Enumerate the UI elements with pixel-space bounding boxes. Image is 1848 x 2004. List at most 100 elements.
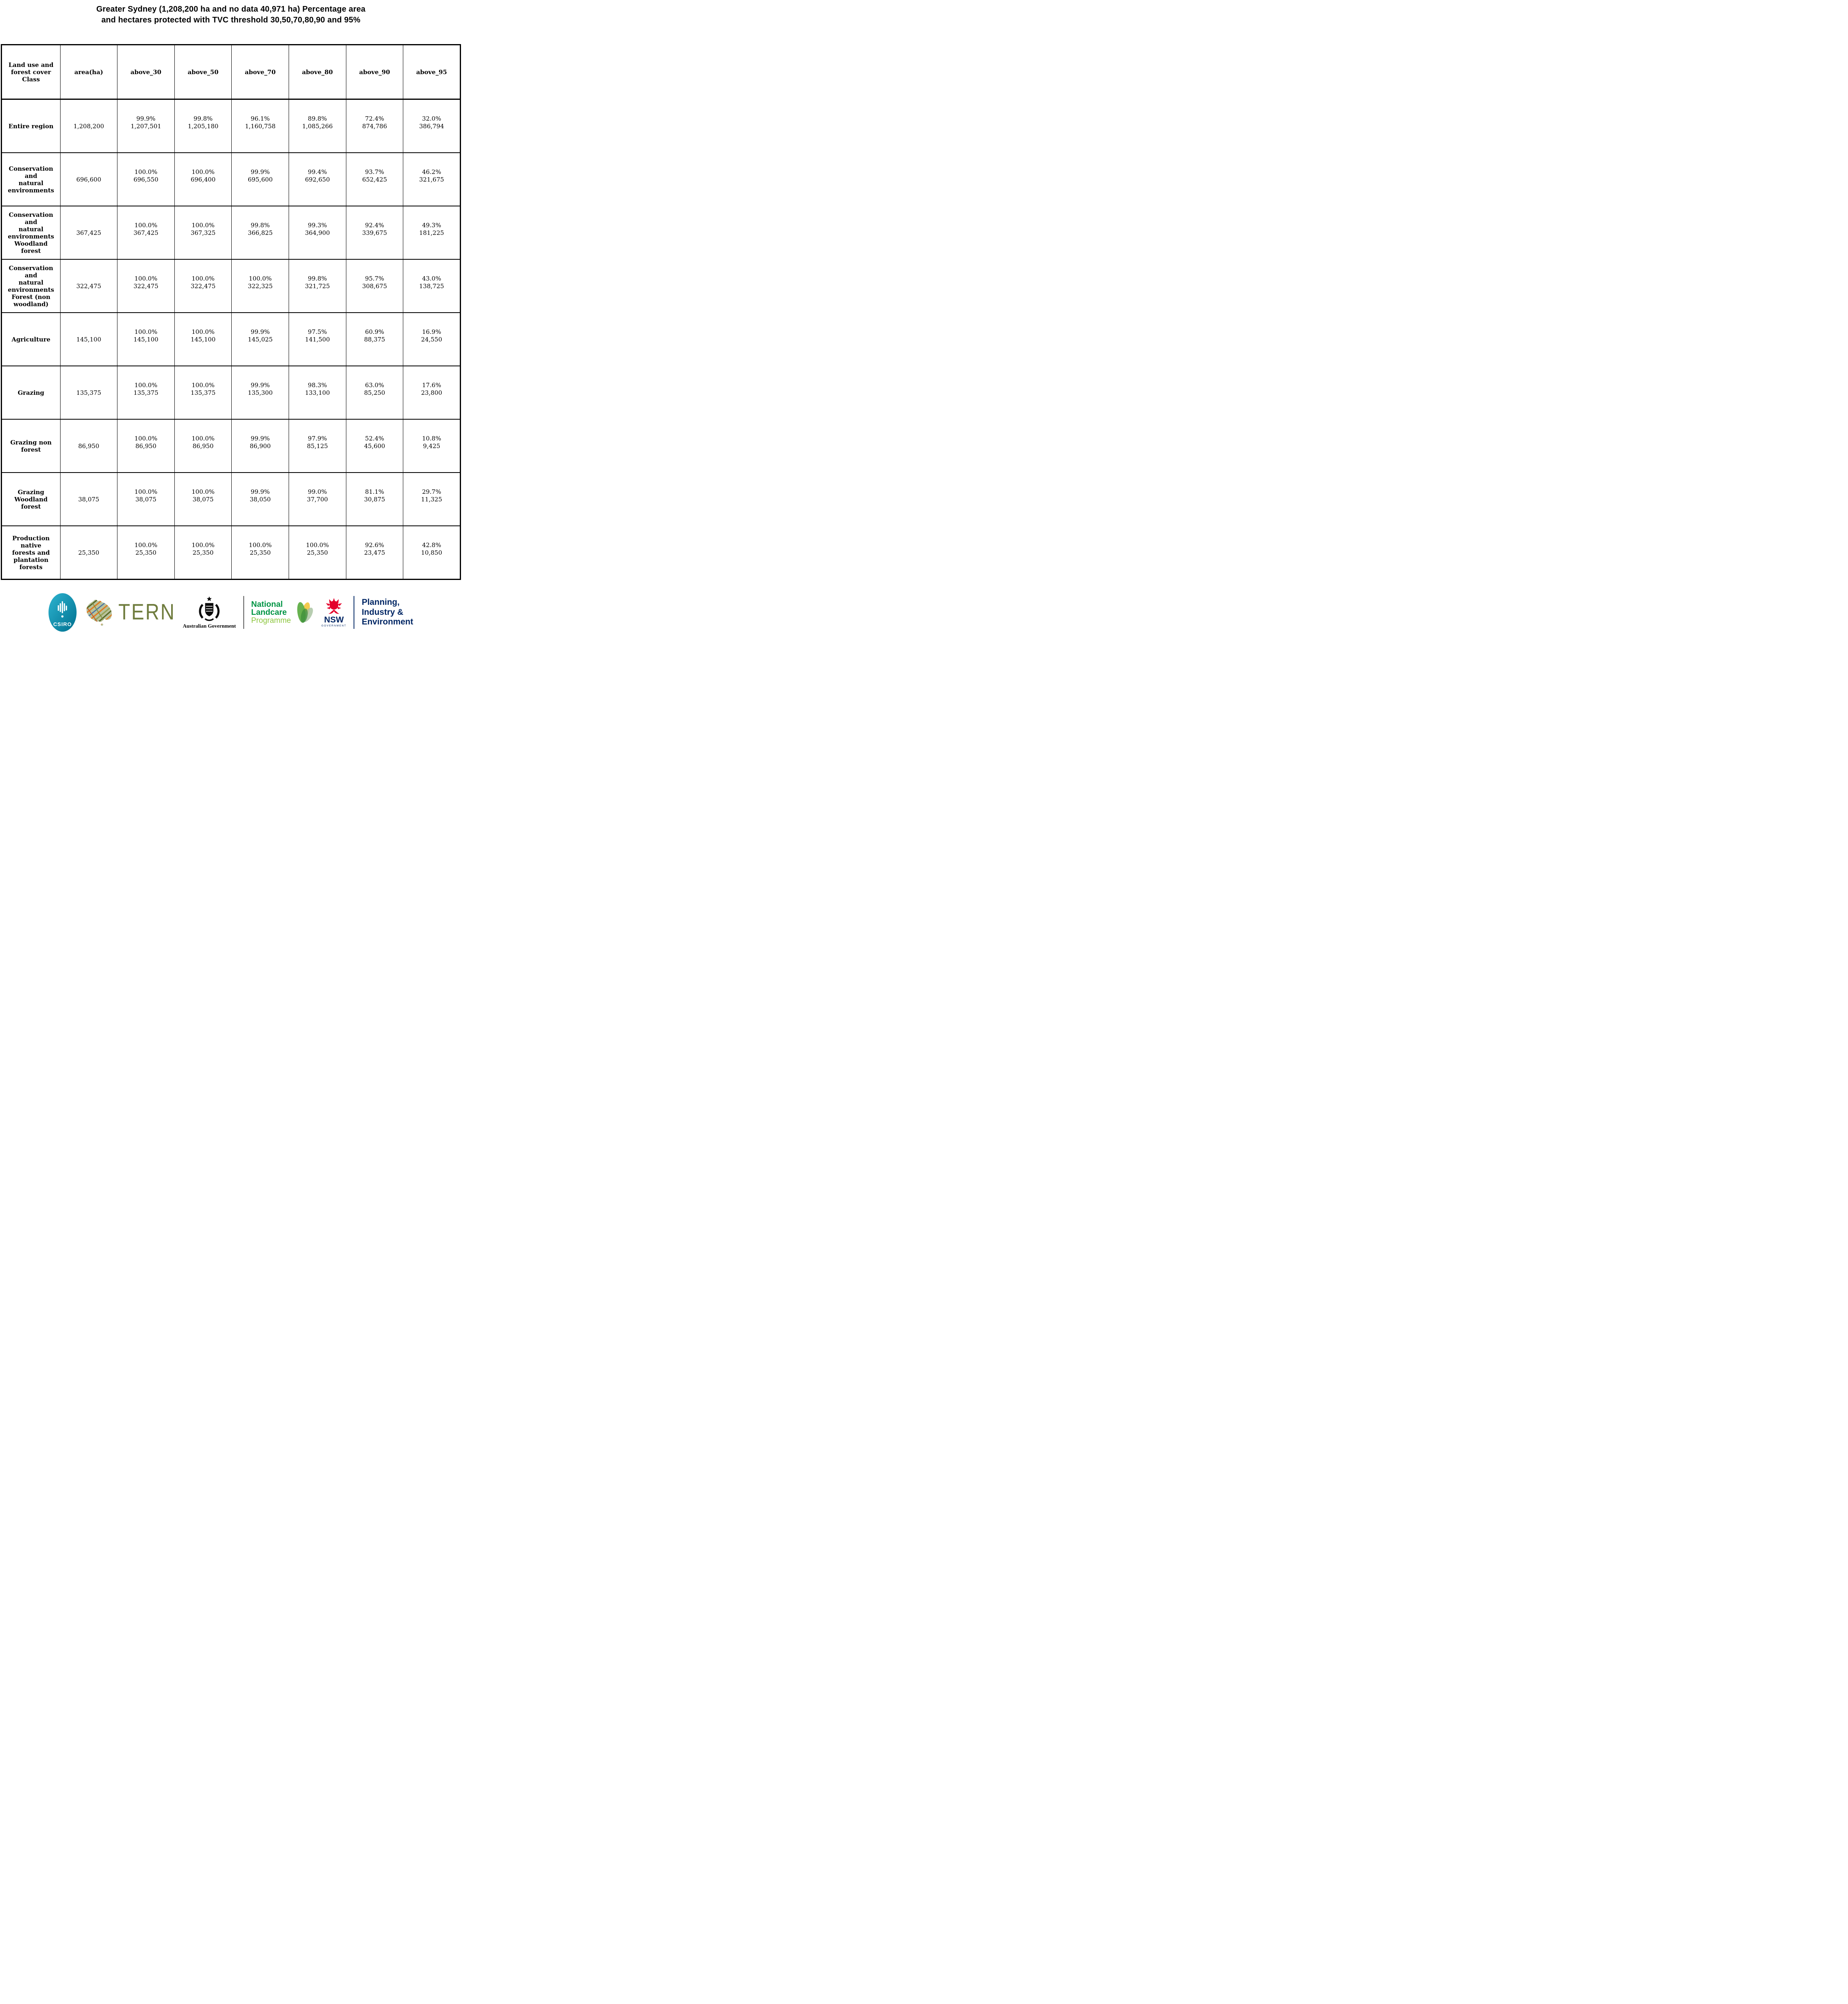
land-use-tvc-table: Land use and forest cover Class area(ha)…	[1, 44, 461, 580]
area-cell: 25,350	[60, 525, 117, 580]
above-90-cell: 93.7% 652,425	[346, 152, 403, 206]
col-header-above-70: above_70	[231, 44, 289, 100]
col-header-class: Land use and forest cover Class	[1, 44, 61, 100]
above-70-cell: 96.1% 1,160,758	[231, 99, 289, 153]
above-70-cell: 99.9% 145,025	[231, 312, 289, 366]
col-header-above-95: above_95	[403, 44, 461, 100]
row-label-cell: Grazing Woodland forest	[1, 472, 61, 526]
above-90-cell: 60.9% 88,375	[346, 312, 403, 366]
above-70-cell: 99.9% 38,050	[231, 472, 289, 526]
above-30-cell: 100.0% 135,375	[117, 366, 175, 419]
row-label-cell: Conservation and natural environments Fo…	[1, 259, 61, 313]
above-95-cell: 46.2% 321,675	[403, 152, 461, 206]
above-95-cell: 32.0% 386,794	[403, 99, 461, 153]
table-header-row: Land use and forest cover Class area(ha)…	[1, 44, 461, 100]
table-row: Grazing non forest 86,950 100.0% 86,950 1…	[1, 419, 461, 473]
nsw-government-logo: NSW GOVERNMENT	[321, 598, 347, 628]
above-80-cell: 98.3% 133,100	[289, 366, 346, 419]
title-line-1: Greater Sydney (1,208,200 ha and no data…	[96, 5, 366, 14]
above-30-cell: 99.9% 1,207,501	[117, 99, 175, 153]
planning-line-3: Environment	[362, 617, 413, 627]
above-90-cell: 95.7% 308,675	[346, 259, 403, 313]
above-80-cell: 99.0% 37,700	[289, 472, 346, 526]
landcare-line-programme: Programme	[251, 616, 291, 625]
row-label-cell: Grazing non forest	[1, 419, 61, 473]
area-cell: 135,375	[60, 366, 117, 419]
col-header-area: area(ha)	[60, 44, 117, 100]
csiro-emblem-icon: CSIRO	[49, 593, 77, 632]
above-80-cell: 89.8% 1,085,266	[289, 99, 346, 153]
table-row: Conservation and natural environments 69…	[1, 152, 461, 206]
table-row: Agriculture 145,100 100.0% 145,100 100.0%…	[1, 312, 461, 366]
above-95-cell: 42.8% 10,850	[403, 525, 461, 580]
above-30-cell: 100.0% 367,425	[117, 206, 175, 259]
australian-government-label: Australian Government	[182, 623, 236, 629]
above-80-cell: 99.4% 692,650	[289, 152, 346, 206]
col-header-above-50: above_50	[174, 44, 232, 100]
above-90-cell: 63.0% 85,250	[346, 366, 403, 419]
above-30-cell: 100.0% 25,350	[117, 525, 175, 580]
nsw-label: NSW	[324, 615, 344, 624]
area-cell: 1,208,200	[60, 99, 117, 153]
table-body: Entire region 1,208,200 99.9% 1,207,501 9…	[1, 99, 461, 580]
national-landcare-logo: National Landcare Programme	[251, 600, 314, 625]
above-95-cell: 43.0% 138,725	[403, 259, 461, 313]
row-label-cell: Conservation and natural environments Wo…	[1, 206, 61, 259]
above-80-cell: 99.3% 364,900	[289, 206, 346, 259]
area-cell: 86,950	[60, 419, 117, 473]
above-90-cell: 81.1% 30,875	[346, 472, 403, 526]
col-header-above-90: above_90	[346, 44, 403, 100]
above-70-cell: 99.9% 86,900	[231, 419, 289, 473]
footer-logo-strip: CSIRO TERN	[0, 587, 462, 638]
above-70-cell: 99.8% 366,825	[231, 206, 289, 259]
above-70-cell: 99.9% 695,600	[231, 152, 289, 206]
row-label-cell: Conservation and natural environments	[1, 152, 61, 206]
above-80-cell: 99.8% 321,725	[289, 259, 346, 313]
above-50-cell: 99.8% 1,205,180	[174, 99, 232, 153]
tern-wordmark: TERN	[118, 600, 176, 624]
australian-government-logo: Australian Government	[183, 596, 236, 629]
above-30-cell: 100.0% 322,475	[117, 259, 175, 313]
area-cell: 38,075	[60, 472, 117, 526]
above-50-cell: 100.0% 135,375	[174, 366, 232, 419]
table-row: Entire region 1,208,200 99.9% 1,207,501 9…	[1, 99, 461, 153]
above-50-cell: 100.0% 696,400	[174, 152, 232, 206]
above-80-cell: 97.9% 85,125	[289, 419, 346, 473]
above-80-cell: 97.5% 141,500	[289, 312, 346, 366]
title-line-2: and hectares protected with TVC threshol…	[101, 16, 361, 24]
table-row: Grazing 135,375 100.0% 135,375 100.0% 135,…	[1, 366, 461, 419]
above-70-cell: 100.0% 25,350	[231, 525, 289, 580]
row-label-cell: Production native forests and plantation…	[1, 525, 61, 580]
area-cell: 696,600	[60, 152, 117, 206]
footer-divider	[243, 596, 244, 629]
svg-text:CSIRO: CSIRO	[53, 621, 72, 627]
tern-australia-map-icon	[87, 600, 112, 626]
above-90-cell: 92.4% 339,675	[346, 206, 403, 259]
above-95-cell: 49.3% 181,225	[403, 206, 461, 259]
landcare-line-national: National	[251, 600, 283, 609]
row-label-cell: Entire region	[1, 99, 61, 153]
tern-logo: TERN	[84, 594, 176, 631]
above-30-cell: 100.0% 86,950	[117, 419, 175, 473]
above-90-cell: 92.6% 23,475	[346, 525, 403, 580]
nsw-waratah-icon	[326, 598, 342, 614]
table-row: Conservation and natural environments Fo…	[1, 259, 461, 313]
above-50-cell: 100.0% 38,075	[174, 472, 232, 526]
above-95-cell: 10.8% 9,425	[403, 419, 461, 473]
table-row: Production native forests and plantation…	[1, 525, 461, 580]
above-80-cell: 100.0% 25,350	[289, 525, 346, 580]
planning-line-1: Planning,	[362, 597, 400, 607]
above-90-cell: 72.4% 874,786	[346, 99, 403, 153]
above-70-cell: 100.0% 322,325	[231, 259, 289, 313]
above-50-cell: 100.0% 367,325	[174, 206, 232, 259]
landcare-line-landcare: Landcare	[251, 608, 287, 617]
area-cell: 145,100	[60, 312, 117, 366]
nsw-government-label: GOVERNMENT	[321, 624, 347, 627]
above-50-cell: 100.0% 145,100	[174, 312, 232, 366]
australian-coat-of-arms-icon	[199, 596, 220, 621]
landcare-leaves-icon	[297, 602, 313, 623]
above-50-cell: 100.0% 25,350	[174, 525, 232, 580]
col-header-above-30: above_30	[117, 44, 175, 100]
above-95-cell: 16.9% 24,550	[403, 312, 461, 366]
above-30-cell: 100.0% 696,550	[117, 152, 175, 206]
